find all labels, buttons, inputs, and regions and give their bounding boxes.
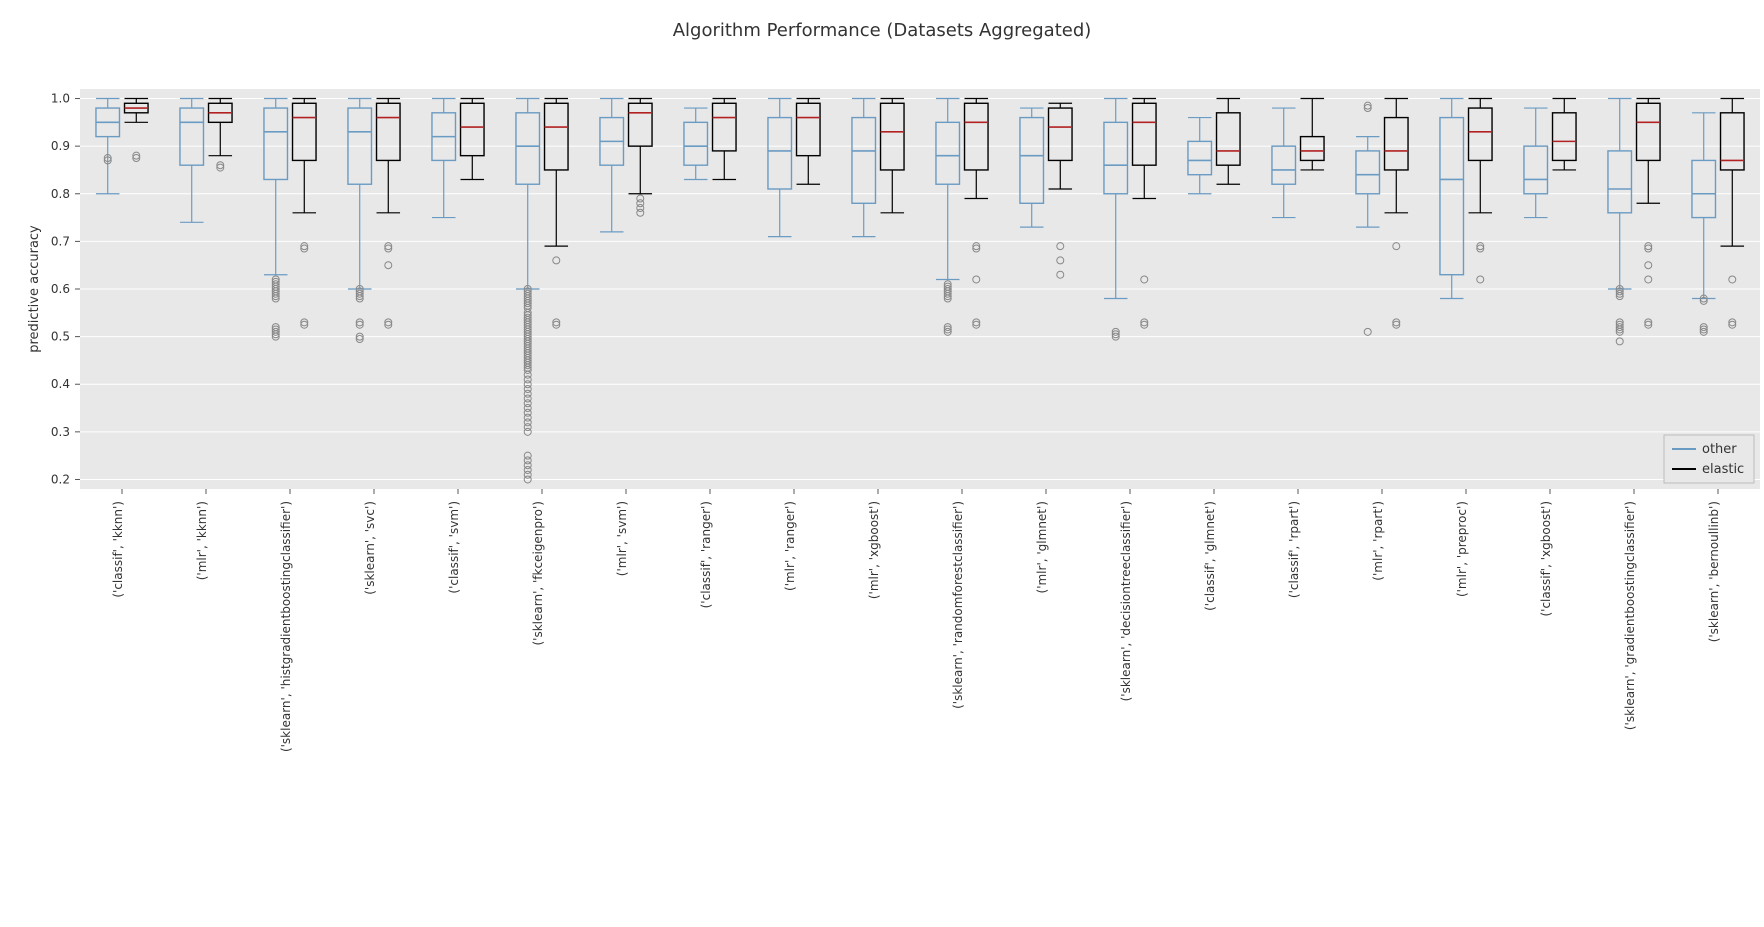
svg-text:0.3: 0.3 — [51, 425, 70, 439]
svg-text:0.2: 0.2 — [51, 472, 70, 486]
boxplot-chart: 0.2 0.3 0.4 0.5 0.6 0.7 0.8 0.9 1.0 predictive ac… — [20, 49, 1764, 903]
svg-text:('sklearn', 'svc'): ('sklearn', 'svc') — [363, 501, 377, 595]
svg-text:('mlr', 'preproc'): ('mlr', 'preproc') — [1455, 501, 1469, 597]
svg-text:other: other — [1702, 442, 1737, 457]
svg-text:('mlr', 'glmnet'): ('mlr', 'glmnet') — [1035, 501, 1049, 593]
svg-text:('mlr', 'rpart'): ('mlr', 'rpart') — [1371, 501, 1385, 581]
svg-text:('classif', 'glmnet'): ('classif', 'glmnet') — [1203, 501, 1217, 611]
svg-text:elastic: elastic — [1702, 462, 1744, 477]
svg-text:('classif', 'kknn'): ('classif', 'kknn') — [111, 501, 125, 598]
svg-text:('mlr', 'ranger'): ('mlr', 'ranger') — [783, 501, 797, 591]
svg-text:0.8: 0.8 — [51, 187, 70, 201]
chart-container: Algorithm Performance (Datasets Aggregat… — [20, 20, 1744, 907]
svg-text:('sklearn', 'randomforestclass: ('sklearn', 'randomforestclassifier') — [951, 501, 965, 709]
svg-text:('classif', 'ranger'): ('classif', 'ranger') — [699, 501, 713, 608]
svg-text:('sklearn', 'bernoullinb'): ('sklearn', 'bernoullinb') — [1707, 501, 1721, 642]
svg-text:('sklearn', 'decisiontreeclass: ('sklearn', 'decisiontreeclassifier') — [1119, 501, 1133, 701]
svg-text:0.6: 0.6 — [51, 282, 70, 296]
svg-text:('sklearn', 'gradientboostingc: ('sklearn', 'gradientboostingclassifier'… — [1623, 501, 1637, 730]
svg-text:0.5: 0.5 — [51, 330, 70, 344]
svg-text:0.9: 0.9 — [51, 139, 70, 153]
chart-title: Algorithm Performance (Datasets Aggregat… — [20, 20, 1744, 41]
svg-text:('sklearn', 'histgradientboost: ('sklearn', 'histgradientboostingclassif… — [279, 501, 293, 752]
svg-text:('mlr', 'xgboost'): ('mlr', 'xgboost') — [867, 501, 881, 599]
svg-text:1.0: 1.0 — [51, 92, 70, 106]
svg-text:predictive accuracy: predictive accuracy — [27, 225, 42, 353]
svg-text:('classif', 'rpart'): ('classif', 'rpart') — [1287, 501, 1301, 598]
svg-text:('mlr', 'kknn'): ('mlr', 'kknn') — [195, 501, 209, 580]
svg-text:0.7: 0.7 — [51, 234, 70, 248]
svg-text:0.4: 0.4 — [51, 377, 70, 391]
svg-text:('sklearn', 'fkceigenpro'): ('sklearn', 'fkceigenpro') — [531, 501, 545, 646]
svg-text:('mlr', 'svm'): ('mlr', 'svm') — [615, 501, 629, 576]
svg-text:('classif', 'xgboost'): ('classif', 'xgboost') — [1539, 501, 1553, 617]
svg-text:('classif', 'svm'): ('classif', 'svm') — [447, 501, 461, 594]
